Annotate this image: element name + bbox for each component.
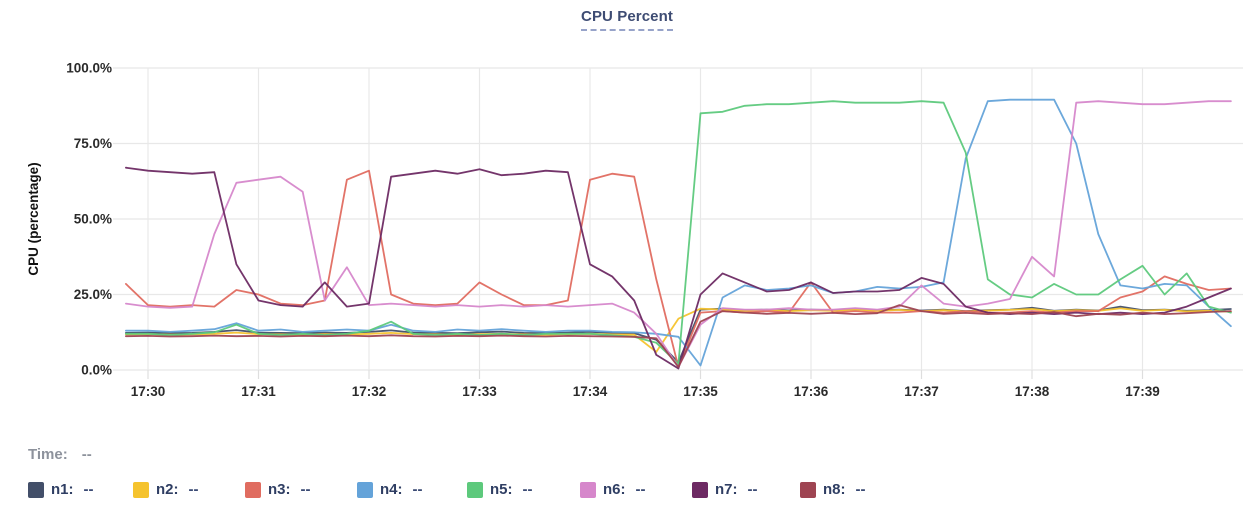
- legend-swatch: [467, 481, 483, 498]
- y-tick-label: 75.0%: [74, 136, 112, 151]
- legend-label: n6:: [603, 481, 626, 498]
- time-readout: Time: --: [28, 446, 92, 463]
- legend-item-n4[interactable]: n4: --: [357, 481, 423, 498]
- x-tick-label: 17:33: [462, 384, 497, 399]
- legend-swatch: [133, 481, 149, 498]
- legend-item-n5[interactable]: n5: --: [467, 481, 533, 498]
- series-line-n5[interactable]: [125, 100, 1232, 365]
- cpu-chart-plot[interactable]: 0.0% 25.0% 50.0% 75.0% 100.0% 17:30 17:31 17:32…: [0, 0, 1254, 412]
- legend-value: --: [522, 481, 533, 498]
- legend-item-n6[interactable]: n6: --: [580, 481, 646, 498]
- x-tick-label: 17:37: [904, 384, 939, 399]
- y-tick-label: 0.0%: [81, 363, 112, 378]
- legend-item-n2[interactable]: n2: --: [133, 481, 199, 498]
- legend-swatch: [357, 481, 373, 498]
- y-axis-title: CPU (percentage): [26, 162, 41, 275]
- legend-swatch: [800, 481, 816, 498]
- legend-value: --: [855, 481, 866, 498]
- x-tick-label: 17:39: [1125, 384, 1160, 399]
- x-tick-label: 17:34: [573, 384, 608, 399]
- legend-item-n8[interactable]: n8: --: [800, 481, 866, 498]
- legend-value: --: [188, 481, 199, 498]
- legend-swatch: [28, 481, 44, 498]
- x-tick-label: 17:32: [352, 384, 387, 399]
- legend-item-n7[interactable]: n7: --: [692, 481, 758, 498]
- time-label: Time:: [28, 446, 68, 463]
- legend-swatch: [692, 481, 708, 498]
- x-tick-label: 17:30: [131, 384, 166, 399]
- legend-item-n1[interactable]: n1: --: [28, 481, 94, 498]
- legend-label: n3:: [268, 481, 291, 498]
- legend-swatch: [580, 481, 596, 498]
- x-tick-label: 17:35: [683, 384, 718, 399]
- legend-value: --: [635, 481, 646, 498]
- series-line-n6[interactable]: [125, 100, 1232, 368]
- legend-label: n5:: [490, 481, 513, 498]
- legend-item-n3[interactable]: n3: --: [245, 481, 311, 498]
- legend-label: n4:: [380, 481, 403, 498]
- legend-value: --: [300, 481, 311, 498]
- x-tick-label: 17:31: [241, 384, 276, 399]
- chart-title[interactable]: CPU Percent: [581, 8, 673, 31]
- legend-swatch: [245, 481, 261, 498]
- x-tick-label: 17:36: [794, 384, 829, 399]
- y-tick-label: 50.0%: [74, 212, 112, 227]
- legend-value: --: [83, 481, 94, 498]
- chart-legend: n1: -- n2: -- n3: -- n4: -- n5: -- n6: -- n7: -- n8: --: [0, 481, 1254, 503]
- legend-label: n8:: [823, 481, 846, 498]
- legend-value: --: [747, 481, 758, 498]
- chart-title-wrap: CPU Percent: [0, 8, 1254, 31]
- legend-label: n1:: [51, 481, 74, 498]
- series-line-n4[interactable]: [125, 98, 1232, 367]
- legend-label: n7:: [715, 481, 738, 498]
- series-line-n7[interactable]: [125, 166, 1232, 370]
- legend-value: --: [412, 481, 423, 498]
- y-tick-label: 25.0%: [74, 287, 112, 302]
- legend-label: n2:: [156, 481, 179, 498]
- series-line-n8[interactable]: [125, 304, 1232, 368]
- time-value: --: [81, 446, 92, 463]
- x-tick-label: 17:38: [1015, 384, 1050, 399]
- y-tick-label: 100.0%: [66, 61, 112, 76]
